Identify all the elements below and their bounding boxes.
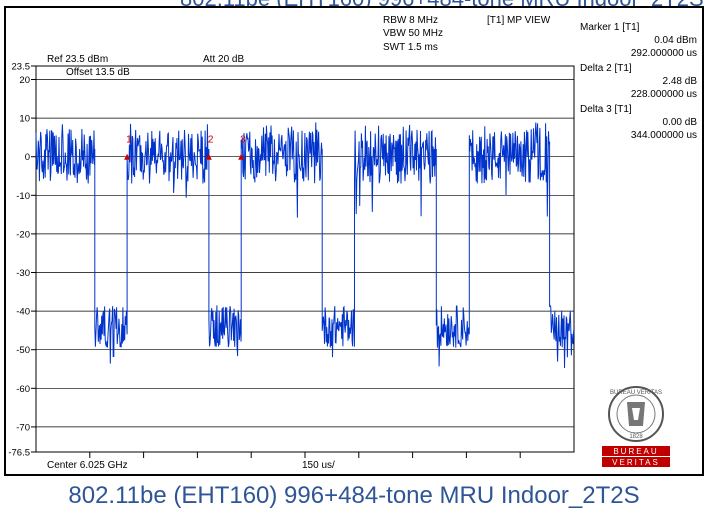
vbw-label: VBW 50 MHz — [383, 28, 444, 39]
bureau-veritas-logo: BUREAU VERITAS 1828 BUREAU VERITAS — [599, 384, 673, 470]
rbw-label: RBW 8 MHz — [383, 15, 438, 26]
marker1-title: Marker 1 [T1] — [580, 22, 640, 33]
offset-label: Offset 13.5 dB — [66, 67, 130, 78]
delta2-time: 228.000000 us — [630, 89, 697, 100]
y-tick-label: -10 — [16, 191, 30, 202]
time-per-division-label: 150 us/ — [302, 460, 335, 471]
marker1-value: 0.04 dBm — [654, 35, 697, 46]
y-tick-label: 20 — [19, 75, 30, 86]
analyzer-frame — [4, 6, 704, 476]
marker-2-label: 2 — [208, 135, 214, 146]
y-tick-label: 10 — [19, 114, 30, 125]
plot-border — [35, 65, 575, 453]
swt-label: SWT 1.5 ms — [383, 42, 438, 53]
svg-text:VERITAS: VERITAS — [612, 458, 660, 467]
y-tick-label: -70 — [16, 422, 30, 433]
svg-text:BUREAU VERITAS: BUREAU VERITAS — [610, 390, 662, 396]
ref-level-label: Ref 23.5 dBm — [47, 54, 109, 65]
y-tick-label: -40 — [16, 307, 30, 318]
svg-text:BUREAU: BUREAU — [613, 447, 658, 456]
marker-3-label: 3 — [240, 135, 246, 146]
delta2-title: Delta 2 [T1] — [580, 63, 632, 74]
svg-text:1828: 1828 — [629, 434, 643, 440]
y-axis-ticks: 23.5 20 10 0 -10 -20 -30 -40 -50 -60 -70 -76.5 — [8, 62, 36, 459]
marker-1-label: 1 — [126, 135, 132, 146]
marker-3-symbol — [238, 153, 245, 160]
marker-2-symbol — [205, 153, 212, 160]
delta3-value: 0.00 dB — [662, 117, 697, 128]
clipped-caption-text: 802.11be (EHT160) 996+484-tone MRU Indoo… — [180, 0, 704, 8]
delta3-time: 344.000000 us — [630, 130, 697, 141]
y-tick-label: -50 — [16, 345, 30, 356]
center-frequency-label: Center 6.025 GHz — [47, 460, 128, 471]
x-axis-ticks — [89, 452, 521, 458]
view-label: [T1] MP VIEW — [487, 15, 551, 26]
y-tick-label: -30 — [16, 268, 30, 279]
attenuation-label: Att 20 dB — [203, 54, 245, 65]
marker-group: 1 2 3 — [124, 135, 246, 160]
y-tick-label: -60 — [16, 384, 30, 395]
delta2-value: 2.48 dB — [662, 76, 697, 87]
delta3-title: Delta 3 [T1] — [580, 104, 632, 115]
clipped-caption-top: 802.11be (EHT160) 996+484-tone MRU Indoo… — [0, 0, 708, 8]
trace-line — [35, 122, 575, 369]
chart-caption: 802.11be (EHT160) 996+484-tone MRU Indoo… — [68, 482, 640, 509]
y-tick-label: 23.5 — [12, 62, 31, 73]
y-tick-label: -20 — [16, 229, 30, 240]
marker-1-symbol — [124, 153, 131, 160]
y-tick-label: 0 — [25, 152, 30, 163]
y-tick-label: -76.5 — [8, 448, 30, 459]
bureau-veritas-seal-icon: BUREAU VERITAS 1828 BUREAU VERITAS — [602, 386, 670, 467]
marker1-time: 292.000000 us — [630, 48, 697, 59]
grid — [35, 65, 575, 453]
